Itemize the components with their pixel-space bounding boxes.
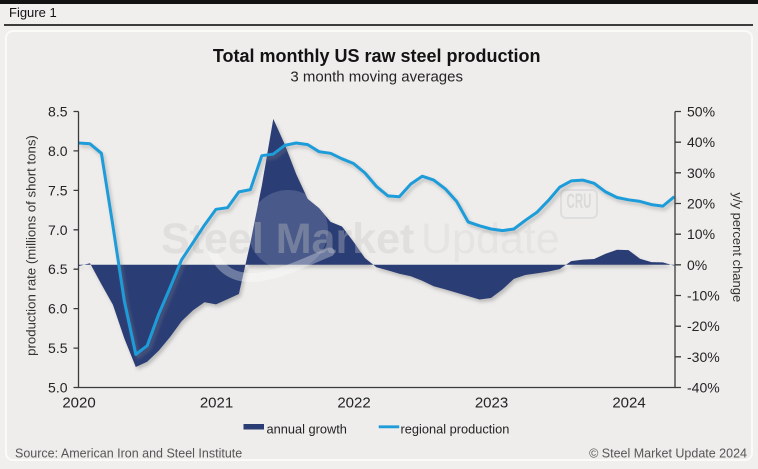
svg-text:annual growth: annual growth	[267, 422, 347, 437]
svg-text:2024: 2024	[612, 395, 645, 412]
svg-text:-30%: -30%	[687, 349, 720, 365]
svg-text:8.0: 8.0	[48, 143, 68, 159]
svg-text:Update: Update	[421, 215, 560, 263]
svg-text:0%: 0%	[687, 257, 707, 273]
svg-text:Steel Market: Steel Market	[161, 215, 414, 263]
svg-text:Source: American Iron and Stee: Source: American Iron and Steel Institut…	[15, 447, 242, 461]
svg-text:10%: 10%	[687, 226, 715, 242]
svg-text:y/y percent change: y/y percent change	[730, 192, 745, 302]
svg-text:5.0: 5.0	[48, 380, 68, 396]
svg-text:6.5: 6.5	[48, 261, 68, 277]
svg-text:40%: 40%	[687, 134, 715, 150]
svg-text:30%: 30%	[687, 165, 715, 181]
svg-text:8.5: 8.5	[48, 104, 68, 120]
svg-text:© Steel Market Update 2024: © Steel Market Update 2024	[589, 447, 747, 461]
svg-text:3 month moving averages: 3 month moving averages	[290, 69, 463, 86]
svg-text:7.5: 7.5	[48, 182, 68, 198]
svg-text:5.5: 5.5	[48, 340, 68, 356]
svg-text:50%: 50%	[687, 104, 715, 120]
svg-text:2022: 2022	[337, 395, 370, 412]
svg-text:6.0: 6.0	[48, 301, 68, 317]
svg-text:2020: 2020	[62, 395, 95, 412]
svg-text:-20%: -20%	[687, 318, 720, 334]
svg-text:-40%: -40%	[687, 380, 720, 396]
svg-text:production rate (millions of s: production rate (millions of short tons)	[24, 135, 39, 356]
svg-text:-10%: -10%	[687, 288, 720, 304]
svg-text:regional production: regional production	[401, 422, 510, 437]
svg-text:20%: 20%	[687, 196, 715, 212]
svg-text:2021: 2021	[200, 395, 233, 412]
svg-text:2023: 2023	[475, 395, 508, 412]
svg-text:7.0: 7.0	[48, 222, 68, 238]
svg-text:CRU: CRU	[567, 188, 592, 213]
svg-text:Total monthly US raw steel pro: Total monthly US raw steel production	[213, 46, 541, 66]
